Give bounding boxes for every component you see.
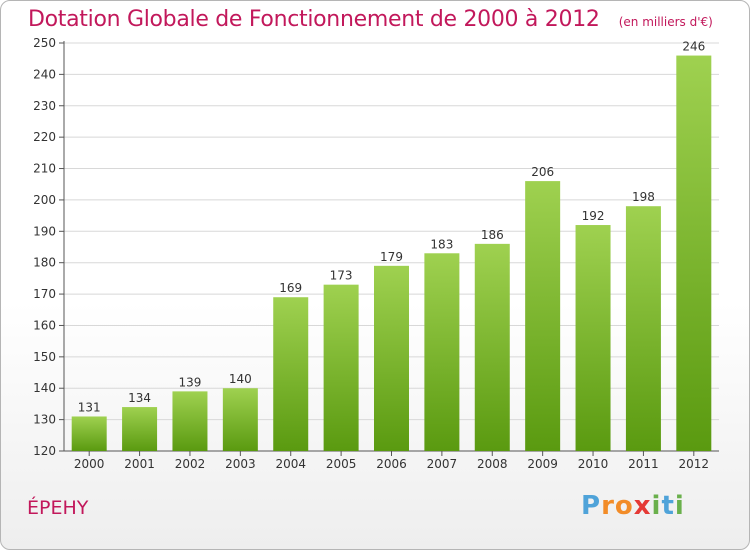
bar-value-label: 131 — [78, 400, 101, 414]
bar-layer — [71, 55, 712, 452]
bar-value-label: 192 — [582, 209, 605, 223]
bar-2012 — [676, 55, 712, 452]
x-tick-label: 2007 — [427, 457, 458, 471]
bar-value-label: 179 — [380, 250, 403, 264]
bar-2011 — [625, 206, 661, 451]
bar-2001 — [122, 407, 158, 451]
x-tick-label: 2000 — [74, 457, 105, 471]
x-tick-label: 2001 — [124, 457, 155, 471]
bar-value-label: 169 — [279, 281, 302, 295]
y-tick-label: 130 — [33, 413, 56, 427]
axis-layer: 120 130 140 150 160 170 180 190 200 210 220 230 240 2… — [33, 36, 719, 458]
bar-2006 — [374, 265, 409, 451]
bar-value-label: 173 — [330, 269, 353, 283]
bar-value-label: 140 — [229, 372, 252, 386]
x-tick-label: 2011 — [628, 457, 659, 471]
bar-2009 — [525, 181, 561, 452]
y-tick-label: 240 — [33, 67, 56, 81]
label-layer: 131 2000 134 2001 139 2002 140 2003 169 2004 173 20… — [74, 40, 709, 471]
bar-value-label: 186 — [481, 228, 504, 242]
bar-value-label: 198 — [632, 190, 655, 204]
proxiti-logo: Proxiti — [581, 491, 685, 521]
y-tick-label: 220 — [33, 130, 56, 144]
y-tick-label: 120 — [33, 444, 56, 458]
y-tick-label: 250 — [33, 36, 56, 50]
bar-value-label: 139 — [179, 375, 202, 389]
x-tick-label: 2004 — [275, 457, 306, 471]
bar-2000 — [71, 416, 107, 451]
y-tick-label: 150 — [33, 350, 56, 364]
commune-name: ÉPEHY — [27, 497, 89, 519]
y-tick-label: 230 — [33, 99, 56, 113]
bar-2005 — [323, 284, 359, 451]
x-tick-label: 2002 — [175, 457, 206, 471]
bar-value-label: 246 — [682, 40, 705, 54]
x-tick-label: 2005 — [326, 457, 357, 471]
x-tick-label: 2010 — [578, 457, 609, 471]
bar-2004 — [273, 297, 309, 451]
x-tick-label: 2008 — [477, 457, 508, 471]
bar-2002 — [172, 391, 208, 451]
y-tick-label: 210 — [33, 162, 56, 176]
bar-value-label: 183 — [430, 237, 453, 251]
y-tick-label: 180 — [33, 256, 56, 270]
bar-value-label: 134 — [128, 391, 151, 405]
chart-title-block: Dotation Globale de Fonctionnement de 20… — [28, 7, 713, 32]
bar-2003 — [222, 388, 258, 451]
y-tick-label: 200 — [33, 193, 56, 207]
y-tick-label: 160 — [33, 318, 56, 332]
y-tick-label: 140 — [33, 381, 56, 395]
chart-title: Dotation Globale de Fonctionnement de 20… — [28, 7, 600, 32]
bar-value-label: 206 — [531, 165, 554, 179]
x-tick-label: 2012 — [679, 457, 710, 471]
bar-2010 — [575, 225, 611, 451]
y-tick-label: 190 — [33, 224, 56, 238]
y-tick-label: 170 — [33, 287, 56, 301]
chart-subtitle: (en milliers d'€) — [618, 15, 713, 29]
bar-2008 — [474, 243, 510, 451]
x-tick-label: 2006 — [376, 457, 407, 471]
x-tick-label: 2003 — [225, 457, 256, 471]
bar-2007 — [424, 253, 460, 451]
x-tick-label: 2009 — [527, 457, 558, 471]
